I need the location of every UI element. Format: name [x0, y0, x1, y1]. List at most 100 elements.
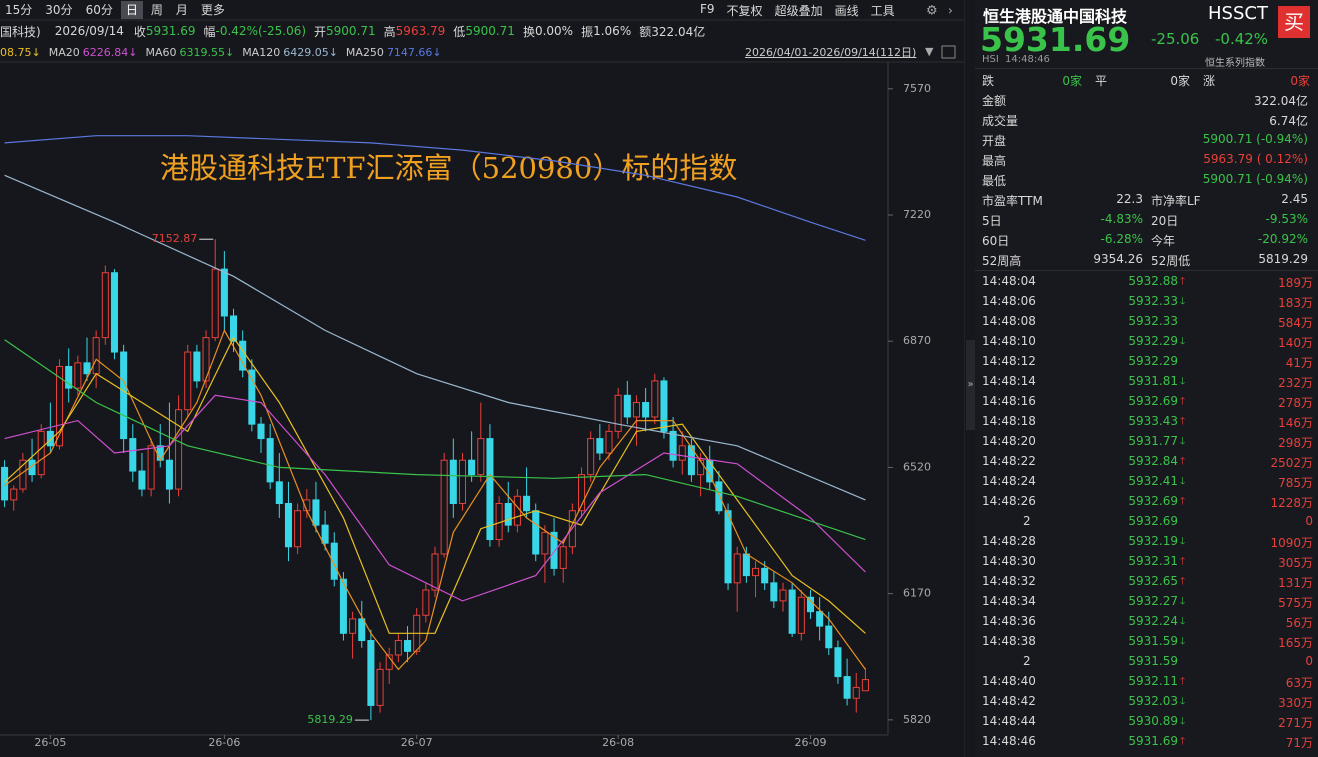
period-button[interactable]: 月 [175, 3, 188, 17]
candle-body [46, 430, 54, 447]
candle-body [440, 459, 448, 555]
toolbar: 15分 30分 60分日周月更多 F9 不复权 超级叠加 画线 工具 [0, 0, 965, 20]
info-bar: 国科技) 2026/09/14 收 5931.69 幅 -0.42%(-25.06) 开 59… [0, 21, 965, 41]
breadth-label: 平 [1095, 74, 1108, 88]
candle-body [605, 430, 613, 454]
tool-button[interactable]: 工具 [870, 3, 895, 18]
settings-icon[interactable]: ⚙ [926, 4, 938, 19]
legend-value: 6226.84↓ [82, 45, 138, 59]
field-value: 322.04亿 [651, 24, 706, 39]
legend-value: 6319.55↓ [179, 45, 235, 59]
tick-time: 14:48:24 [982, 474, 1036, 488]
period-button[interactable]: 30分 [45, 3, 73, 17]
candle-body [275, 481, 283, 504]
period-button[interactable]: 日 [120, 1, 143, 19]
stat-value: 6.74亿 [1269, 114, 1308, 128]
candle-body [843, 676, 851, 699]
period-button[interactable]: 60分 [85, 3, 113, 17]
tool-button[interactable]: 超级叠加 [774, 3, 823, 18]
field-label: 额 [639, 24, 652, 39]
candle-body [367, 640, 375, 706]
stat-label: 今年 [1151, 234, 1176, 248]
candle-body [742, 553, 750, 577]
ma-line [4, 135, 866, 241]
candle-body [852, 686, 860, 699]
tool-button[interactable]: F9 [700, 1, 715, 16]
legend-name: MA20 [48, 45, 80, 59]
x-tick-label: 26-09 [794, 736, 826, 749]
divider [975, 270, 1318, 271]
tick-price: 5931.81 [1128, 374, 1178, 388]
candle-body [147, 445, 155, 490]
candle-body [687, 445, 695, 476]
tick-time: 14:48:32 [982, 574, 1036, 588]
tick-price: 5932.33 [1128, 314, 1178, 328]
tick-arrow: 🡓 [1180, 716, 1186, 727]
tool-button[interactable]: 画线 [834, 3, 859, 18]
candle-body [193, 351, 201, 382]
candle-body [697, 459, 705, 476]
tick-volume: 575万 [1278, 596, 1313, 610]
candle-body [101, 272, 109, 339]
field-label: 振 [581, 24, 594, 39]
tick-price: 5932.19 [1128, 534, 1178, 548]
tick-time: 14:48:26 [982, 494, 1036, 508]
stat-label: 最高 [982, 154, 1007, 168]
next-icon[interactable]: › [948, 4, 953, 18]
candle-body [312, 499, 320, 526]
field-value: 1.06% [593, 24, 632, 38]
candle-body [513, 495, 521, 526]
tick-time: 14:48:04 [982, 274, 1036, 288]
dropdown-icon[interactable]: ▼ [925, 45, 934, 58]
collapse-handle[interactable]: » [966, 340, 975, 430]
period-button[interactable]: 15分 [5, 3, 33, 17]
tick-volume: 183万 [1278, 296, 1313, 310]
stat-value: 5963.79 ( 0.12%) [1203, 152, 1308, 166]
candle-body [477, 438, 485, 476]
tick-time: 2 [1023, 654, 1031, 668]
candle-body [358, 618, 366, 642]
field-value: 5931.69 [145, 24, 196, 38]
tick-time: 14:48:42 [982, 694, 1036, 708]
window-icon[interactable] [941, 45, 956, 59]
tick-arrow: 🡓 [1180, 296, 1186, 307]
stat-value: 5900.71 (-0.94%) [1202, 132, 1308, 146]
stat-value: 322.04亿 [1254, 94, 1308, 108]
field-label: 高 [383, 24, 396, 39]
index-series[interactable]: 恒生系列指数 [1205, 58, 1265, 69]
tick-time: 14:48:22 [982, 454, 1036, 468]
buy-button[interactable]: 买 [1278, 6, 1310, 38]
candle-body [578, 474, 586, 512]
candle-body [175, 409, 183, 490]
stat-label: 52周低 [1151, 254, 1191, 268]
ma-line [4, 339, 866, 541]
stat-label: 成交量 [982, 114, 1019, 128]
candle-body [404, 640, 412, 652]
tick-time: 14:48:10 [982, 334, 1036, 348]
candle-body [211, 268, 219, 339]
candle-body [120, 351, 128, 440]
tick-time: 14:48:46 [982, 734, 1036, 748]
tick-volume: 71万 [1285, 736, 1313, 750]
period-button[interactable]: 周 [150, 3, 163, 17]
candle-body [587, 438, 595, 476]
change-pct: -0.42% [1215, 30, 1269, 48]
period-button[interactable]: 更多 [200, 3, 225, 17]
candle-body [834, 647, 842, 678]
candle-body [559, 546, 567, 569]
tick-arrow: 🡑 [1180, 396, 1186, 407]
candle-body [788, 589, 796, 634]
field-label: 换 [522, 24, 535, 39]
candle-body [504, 502, 512, 526]
tick-price: 5932.31 [1128, 554, 1178, 568]
tick-price: 5932.33 [1128, 294, 1178, 308]
stat-label: 60日 [982, 234, 1010, 248]
candle-body [449, 459, 457, 504]
date-range[interactable]: 2026/04/01-2026/09/14(112日) [745, 46, 917, 59]
tool-button[interactable]: 不复权 [726, 3, 763, 18]
tick-arrow: 🡑 [1180, 416, 1186, 427]
tick-price: 5932.29 [1128, 334, 1178, 348]
tick-time: 14:48:16 [982, 394, 1036, 408]
ma-line [4, 174, 866, 501]
